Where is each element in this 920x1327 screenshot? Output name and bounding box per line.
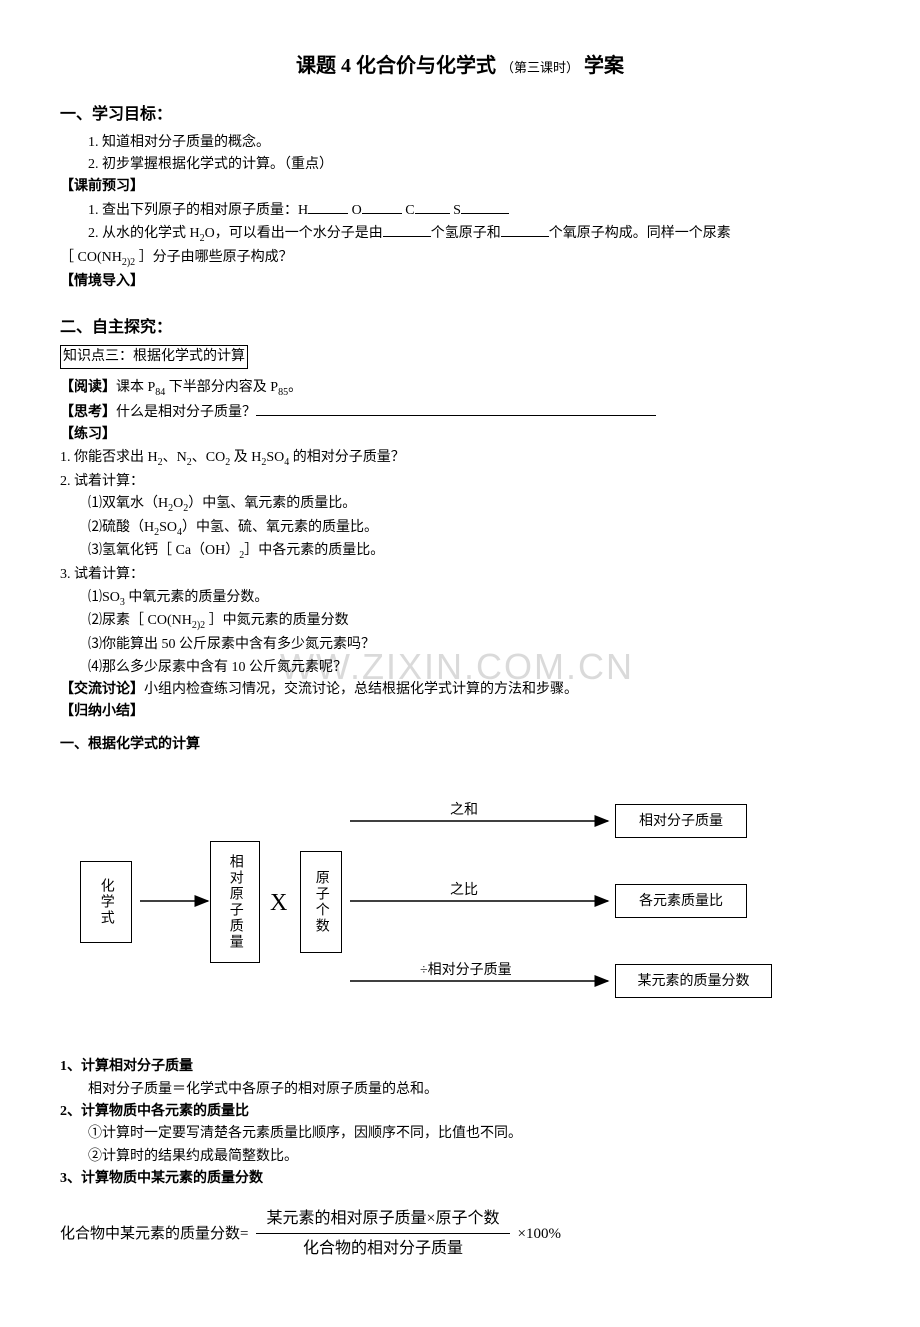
- flow-multiply: X: [270, 884, 287, 922]
- blank-hcount: [383, 222, 431, 237]
- formula-numerator: 某元素的相对原子质量×原子个数: [256, 1206, 509, 1235]
- q3: 3. 试着计算：: [60, 564, 860, 586]
- formula-right: ×100%: [518, 1222, 561, 1246]
- page-title: 课题 4 化合价与化学式 （第三课时） 学案: [60, 50, 860, 82]
- q1: 1. 你能否求出 H2、N2、CO2 及 H2SO4 的相对分子质量？: [60, 447, 860, 471]
- blank-h: [308, 199, 348, 214]
- scene-label: 【情境导入】: [60, 271, 860, 293]
- think-label: 【思考】: [60, 405, 116, 420]
- pre-q2: 2. 从水的化学式 H2O，可以看出一个水分子是由个氢原子和个氧原子构成。同样一…: [60, 222, 860, 271]
- preclass-label: 【课前预习】: [60, 176, 860, 198]
- title-tail: 学案: [584, 55, 624, 77]
- formula-denominator: 化合物的相对分子质量: [293, 1234, 473, 1262]
- formula-fraction: 某元素的相对原子质量×原子个数 化合物的相对分子质量: [256, 1206, 509, 1262]
- flow-out-mass-ratio: 各元素质量比: [615, 884, 747, 918]
- think-line: 【思考】什么是相对分子质量？: [60, 401, 860, 424]
- read-label: 【阅读】: [60, 380, 116, 395]
- flow-box-atom-count: 原子个数: [300, 851, 342, 953]
- blank-think: [256, 401, 656, 416]
- discuss-label: 【交流讨论】: [60, 682, 144, 697]
- flow-out-mass-fraction: 某元素的质量分数: [615, 964, 772, 998]
- flow-label-sum: 之和: [450, 800, 478, 822]
- formula-left: 化合物中某元素的质量分数=: [60, 1222, 248, 1246]
- q2-2: ⑵硫酸（H2SO4）中氢、硫、氧元素的质量比。: [60, 517, 860, 541]
- flow-label-div: ÷相对分子质量: [420, 960, 512, 982]
- section-2-heading: 二、自主探究：: [60, 315, 860, 341]
- q2: 2. 试着计算：: [60, 471, 860, 493]
- title-main: 课题 4 化合价与化学式: [296, 55, 496, 77]
- q2-1: ⑴双氧水（H2O2）中氢、氧元素的质量比。: [60, 493, 860, 517]
- q3-3: ⑶你能算出 50 公斤尿素中含有多少氮元素吗？: [60, 634, 860, 656]
- pre-q1: 1. 查出下列原子的相对原子质量：H O C S: [60, 199, 860, 222]
- discuss-line: 【交流讨论】小组内检查练习情况，交流讨论，总结根据化学式计算的方法和步骤。: [60, 679, 860, 701]
- formula: 化合物中某元素的质量分数= 某元素的相对原子质量×原子个数 化合物的相对分子质量…: [60, 1206, 860, 1262]
- read-line: 【阅读】课本 P84 下半部分内容及 P85。: [60, 377, 860, 401]
- q2-3: ⑶氢氧化钙［ Ca（OH）2］中各元素的质量比。: [60, 540, 860, 564]
- p3-heading: 3、计算物质中某元素的质量分数: [60, 1168, 860, 1190]
- flowchart: 化学式 相对原子质量 X 原子个数 之和 之比 ÷相对分子质量 相对分子质量 各…: [60, 776, 820, 1026]
- flow-box-formula: 化学式: [80, 861, 132, 943]
- summary-heading: 一、根据化学式的计算: [60, 734, 860, 756]
- section-1-heading: 一、学习目标：: [60, 102, 860, 128]
- q3-2: ⑵尿素［ CO(NH2)2 ］中氮元素的质量分数: [60, 610, 860, 634]
- kp-box: 知识点三：根据化学式的计算: [60, 345, 248, 369]
- p1-heading: 1、计算相对分子质量: [60, 1056, 860, 1078]
- p2-text1: ①计算时一定要写清楚各元素质量比顺序，因顺序不同，比值也不同。: [60, 1123, 860, 1145]
- title-sub: （第三课时）: [501, 60, 579, 75]
- q3-1: ⑴SO3 中氧元素的质量分数。: [60, 587, 860, 611]
- goal-1: 1. 知道相对分子质量的概念。: [60, 132, 860, 154]
- flow-label-ratio: 之比: [450, 880, 478, 902]
- practice-label: 【练习】: [60, 424, 860, 446]
- knowledge-point: 知识点三：根据化学式的计算: [60, 345, 860, 369]
- q3-4: ⑷那么多少尿素中含有 10 公斤氮元素呢？: [60, 657, 860, 679]
- p1-text: 相对分子质量＝化学式中各原子的相对原子质量的总和。: [60, 1079, 860, 1101]
- summary-label: 【归纳小结】: [60, 701, 860, 723]
- p2-text2: ②计算时的结果约成最简整数比。: [60, 1146, 860, 1168]
- blank-ocount: [501, 222, 549, 237]
- goal-2: 2. 初步掌握根据化学式的计算。（重点）: [60, 154, 860, 176]
- blank-s: [461, 199, 509, 214]
- p2-heading: 2、计算物质中各元素的质量比: [60, 1101, 860, 1123]
- blank-c: [415, 199, 450, 214]
- flow-out-molecular-mass: 相对分子质量: [615, 804, 747, 838]
- blank-o: [362, 199, 402, 214]
- flow-box-atomic-mass: 相对原子质量: [210, 841, 260, 963]
